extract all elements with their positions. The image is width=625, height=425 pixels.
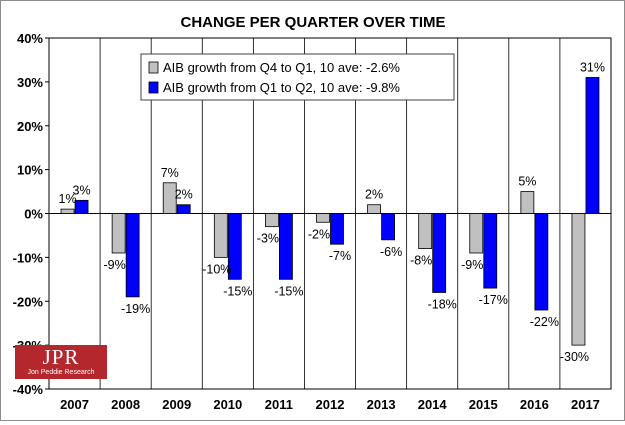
bar bbox=[265, 213, 279, 228]
data-label: -2% bbox=[308, 227, 330, 241]
bar bbox=[227, 213, 242, 280]
bar bbox=[418, 213, 433, 249]
data-label: 31% bbox=[580, 60, 605, 74]
data-label: -15% bbox=[274, 284, 303, 298]
data-labels: 1% -9% 7% -10% -3% -2% 2% -8% -9% 5% -30% 3% -19% 2% -… bbox=[59, 60, 605, 364]
y-tick-label: -20% bbox=[13, 294, 44, 309]
data-label: -10% bbox=[202, 262, 231, 276]
bar bbox=[176, 204, 191, 214]
bar bbox=[367, 204, 381, 214]
data-label: -30% bbox=[560, 350, 589, 364]
bar bbox=[125, 213, 140, 298]
x-tick-label: 2007 bbox=[60, 397, 89, 412]
y-tick-label: -10% bbox=[13, 250, 44, 265]
legend-label-q1-q2: AIB growth from Q1 to Q2, 10 ave: -9.8% bbox=[163, 80, 400, 95]
bar bbox=[74, 199, 89, 214]
x-tick-label: 2016 bbox=[520, 397, 549, 412]
bar bbox=[571, 213, 586, 346]
data-label: -7% bbox=[329, 249, 351, 263]
data-label: -9% bbox=[104, 258, 126, 272]
bar bbox=[60, 208, 75, 214]
bar bbox=[469, 213, 484, 254]
x-tick-label: 2010 bbox=[213, 397, 242, 412]
data-label: -22% bbox=[530, 315, 559, 329]
legend-swatch-q4-q1 bbox=[148, 61, 159, 74]
x-tick-label: 2017 bbox=[571, 397, 600, 412]
x-tick-label: 2013 bbox=[367, 397, 396, 412]
legend: AIB growth from Q4 to Q1, 10 ave: -2.6% … bbox=[140, 53, 455, 101]
x-tick-label: 2015 bbox=[469, 397, 498, 412]
y-tick-label: 0% bbox=[24, 207, 43, 222]
data-label: -8% bbox=[410, 254, 432, 268]
legend-box bbox=[140, 53, 455, 101]
data-label: 2% bbox=[365, 188, 383, 202]
y-tick-label: 20% bbox=[17, 119, 43, 134]
data-label: -18% bbox=[428, 297, 457, 311]
bar bbox=[111, 213, 126, 254]
data-label: 3% bbox=[73, 183, 91, 197]
x-tick-label: 2014 bbox=[418, 397, 448, 412]
bar bbox=[520, 191, 535, 214]
y-tick-label: 40% bbox=[17, 31, 43, 46]
bar bbox=[432, 213, 447, 293]
jpr-logo: JPR Jon Peddie Research bbox=[15, 345, 107, 379]
axes: -40% -30% -20% -10% 0% 10% 20% 30% 40% 2007 2008 20… bbox=[13, 31, 612, 412]
data-label: -17% bbox=[479, 293, 508, 307]
x-tick-label: 2008 bbox=[111, 397, 140, 412]
data-label: 7% bbox=[161, 166, 179, 180]
bar bbox=[330, 213, 344, 245]
legend-swatch-q1-q2 bbox=[148, 81, 159, 94]
chart-title: CHANGE PER QUARTER OVER TIME bbox=[180, 14, 445, 31]
data-label: -6% bbox=[380, 245, 402, 259]
bar bbox=[316, 213, 330, 223]
data-label: -3% bbox=[257, 232, 279, 246]
data-label: 2% bbox=[175, 188, 193, 202]
bar bbox=[534, 213, 549, 311]
x-tick-label: 2012 bbox=[316, 397, 345, 412]
y-tick-label: 30% bbox=[17, 75, 43, 90]
data-label: -9% bbox=[461, 258, 483, 272]
data-label: -15% bbox=[223, 284, 252, 298]
bar bbox=[585, 77, 600, 214]
bar bbox=[279, 213, 293, 280]
bars bbox=[60, 77, 600, 346]
x-tick-label: 2009 bbox=[162, 397, 191, 412]
legend-label-q4-q1: AIB growth from Q4 to Q1, 10 ave: -2.6% bbox=[163, 60, 400, 75]
bar bbox=[162, 182, 177, 214]
data-label: 1% bbox=[59, 192, 77, 206]
bar bbox=[483, 213, 498, 289]
y-tick-label: 10% bbox=[17, 163, 43, 178]
data-label: -19% bbox=[121, 302, 150, 316]
data-label: 5% bbox=[518, 175, 536, 189]
y-tick-label: -40% bbox=[13, 382, 44, 397]
x-tick-label: 2011 bbox=[265, 397, 293, 412]
bar bbox=[213, 213, 228, 258]
bar bbox=[381, 213, 395, 241]
